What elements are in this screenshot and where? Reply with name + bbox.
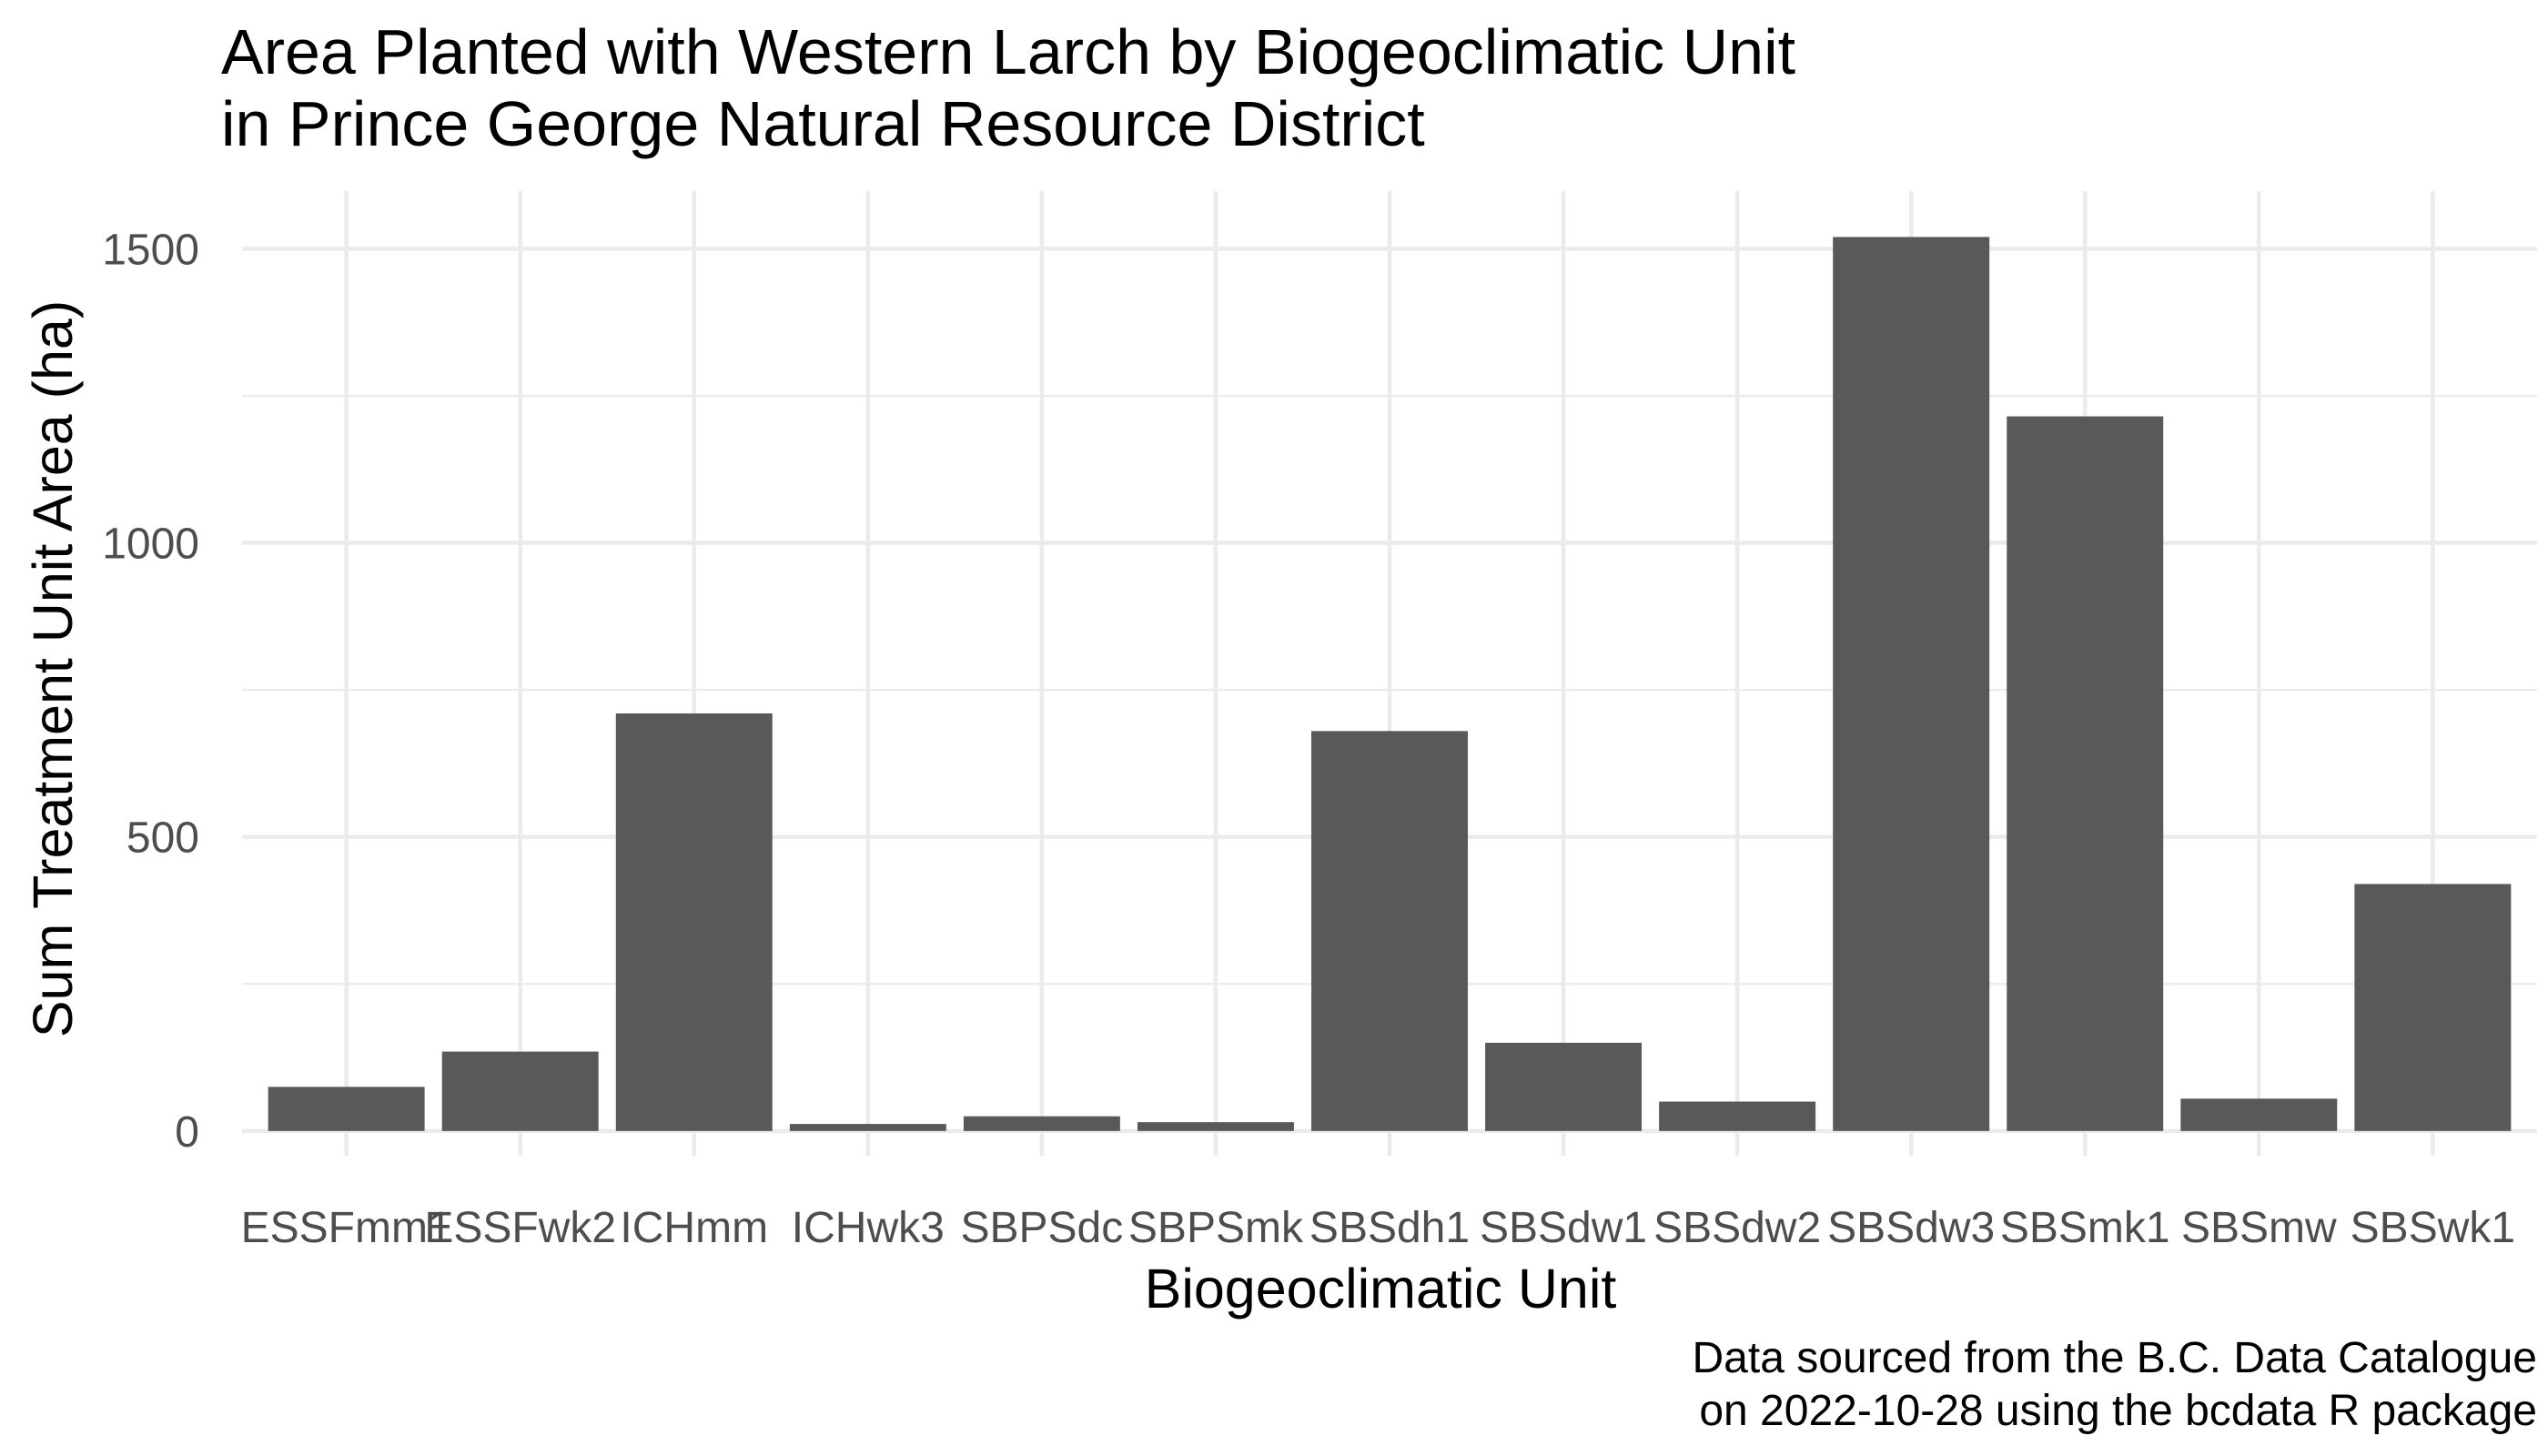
- bar-ichwk3: [789, 1124, 946, 1131]
- y-tick-labels: 0 500 1000 1500: [102, 226, 199, 1157]
- x-tick-label: SBSdw3: [1827, 1204, 1995, 1252]
- x-tick-label: SBPSdc: [960, 1204, 1123, 1252]
- bar-sbsmk1: [2007, 416, 2164, 1131]
- x-tick-label: SBSdw1: [1480, 1204, 1647, 1252]
- chart-title-line-1: Area Planted with Western Larch by Bioge…: [221, 16, 1795, 87]
- bar-sbpsdc: [963, 1116, 1120, 1131]
- x-axis-title: Biogeoclimatic Unit: [1145, 1258, 1617, 1320]
- x-tick-label: SBSwk1: [2351, 1204, 2515, 1252]
- x-tick-label: SBPSmk: [1128, 1204, 1304, 1252]
- x-tick-label: SBSmw: [2181, 1204, 2337, 1252]
- bar-sbpsmk: [1137, 1122, 1294, 1131]
- x-tick-label: SBSdh1: [1309, 1204, 1470, 1252]
- bar-sbswk1: [2354, 884, 2512, 1131]
- caption-line-2: on 2022-10-28 using the bcdata R package: [1699, 1387, 2537, 1435]
- x-tick-label: ESSFmm1: [241, 1204, 452, 1252]
- y-tick-label: 0: [175, 1108, 199, 1157]
- y-tick-label: 1000: [102, 521, 199, 569]
- bar-sbsdw2: [1659, 1101, 1816, 1131]
- bars: [268, 237, 2512, 1131]
- bar-ichmm: [615, 713, 773, 1131]
- y-tick-label: 1500: [102, 226, 199, 274]
- x-tick-label: ESSFwk2: [424, 1204, 616, 1252]
- x-tick-label: ICHwk3: [792, 1204, 945, 1252]
- y-axis-title: Sum Treatment Unit Area (ha): [22, 300, 84, 1037]
- x-tick-label: ICHmm: [620, 1204, 768, 1252]
- caption-line-1: Data sourced from the B.C. Data Catalogu…: [1693, 1334, 2537, 1382]
- x-tick-label: SBSmk1: [2000, 1204, 2170, 1252]
- bar-essfwk2: [441, 1051, 599, 1131]
- chart-title-line-2: in Prince George Natural Resource Distri…: [221, 88, 1425, 159]
- bar-sbsdw1: [1485, 1042, 1643, 1131]
- bar-sbsdw3: [1833, 237, 1990, 1131]
- bar-sbsmw: [2180, 1098, 2338, 1131]
- y-tick-label: 500: [126, 814, 199, 863]
- x-tick-label: SBSdw2: [1653, 1204, 1821, 1252]
- bar-essfmm1: [268, 1087, 425, 1131]
- bar-sbsdh1: [1311, 731, 1468, 1131]
